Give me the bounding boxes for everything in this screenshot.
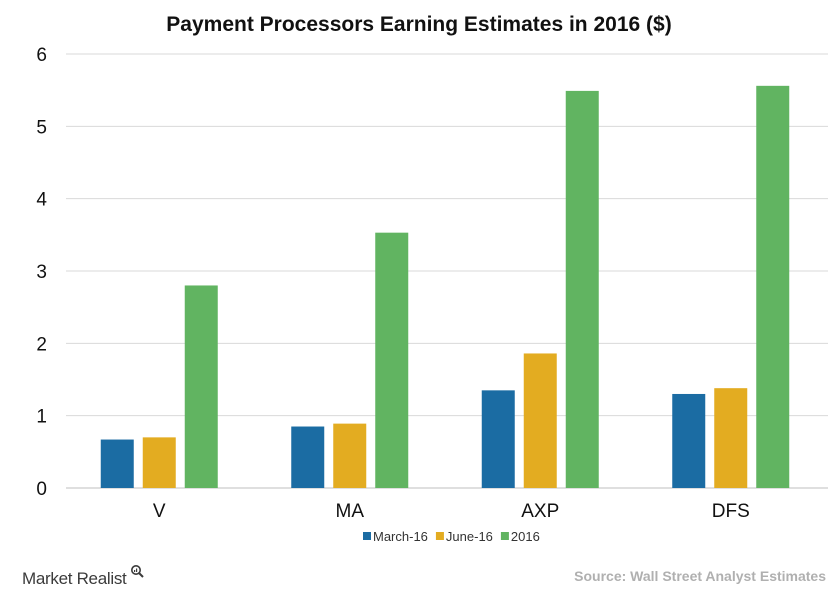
bar-ma-march-16 bbox=[291, 426, 325, 488]
magnifier-icon bbox=[130, 565, 144, 578]
y-axis-ticks: 0 1 2 3 4 5 6 bbox=[36, 45, 47, 500]
legend: March-16 June-16 2016 bbox=[363, 529, 540, 544]
y-tick-label: 6 bbox=[36, 45, 47, 66]
bar-axp-march-16 bbox=[481, 390, 515, 488]
bar-v-june-16 bbox=[142, 437, 176, 488]
y-tick-label: 4 bbox=[36, 190, 47, 211]
legend-swatch bbox=[363, 532, 371, 540]
y-tick-label: 5 bbox=[36, 117, 47, 138]
legend-label: March-16 bbox=[373, 529, 428, 544]
x-axis-categories: V MA AXP DFS bbox=[153, 501, 750, 522]
bar-v-2016 bbox=[184, 285, 218, 488]
bar-ma-june-16 bbox=[333, 423, 367, 488]
bars bbox=[100, 85, 790, 489]
source-note: Source: Wall Street Analyst Estimates bbox=[574, 568, 826, 584]
bar-dfs-2016 bbox=[756, 85, 790, 489]
y-tick-label: 0 bbox=[36, 479, 47, 500]
x-category-label: AXP bbox=[521, 501, 559, 522]
legend-label: 2016 bbox=[511, 529, 540, 544]
x-category-label: DFS bbox=[712, 501, 750, 522]
legend-swatch bbox=[500, 532, 509, 540]
bar-dfs-march-16 bbox=[672, 393, 706, 488]
y-tick-label: 2 bbox=[36, 334, 47, 355]
brand-logo: Market Realist bbox=[22, 564, 145, 589]
brand-name: Market Realist bbox=[22, 569, 127, 588]
legend-swatch bbox=[435, 532, 444, 540]
gridlines bbox=[66, 53, 828, 489]
y-tick-label: 3 bbox=[36, 262, 47, 283]
x-category-label: MA bbox=[336, 501, 365, 522]
chart-title: Payment Processors Earning Estimates in … bbox=[166, 13, 671, 36]
bar-v-march-16 bbox=[100, 439, 134, 488]
legend-label: June-16 bbox=[446, 529, 493, 544]
bar-dfs-june-16 bbox=[714, 388, 748, 488]
bar-axp-june-16 bbox=[523, 353, 557, 488]
bar-axp-2016 bbox=[565, 90, 599, 488]
bar-ma-2016 bbox=[375, 232, 409, 488]
y-tick-label: 1 bbox=[36, 407, 47, 428]
x-category-label: V bbox=[153, 501, 166, 522]
